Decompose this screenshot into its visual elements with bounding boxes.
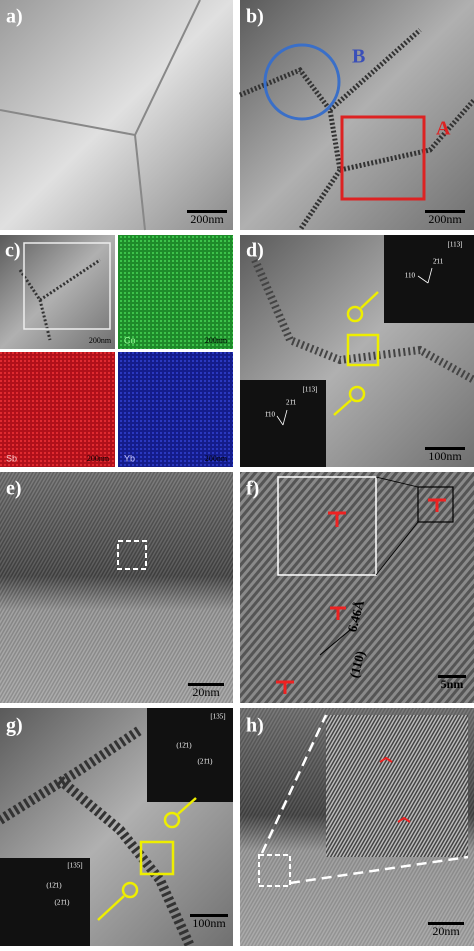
measure-line [319,629,351,656]
pointer [348,385,366,403]
panel-label: h) [246,715,264,737]
pointer [346,305,364,323]
scale-text: 200nm [87,454,110,463]
panel-label: g) [6,715,23,737]
square-marker [417,486,454,523]
zone-axis: [113] [303,386,318,394]
scale-text: 100nm [428,449,462,463]
inset [277,476,377,576]
square-marker [346,333,380,367]
fft-inset [0,858,90,946]
zone-axis: [135] [67,862,82,870]
image [240,0,474,230]
zoom-line [375,476,419,576]
zoom-line [260,714,469,885]
lattice [0,472,233,703]
panel-label: e) [6,478,22,500]
arrow [276,409,288,426]
dislocation-marker [379,756,411,823]
square-marker [258,854,291,887]
square-marker [117,540,147,570]
fft-inset [147,708,233,802]
pointer [121,881,139,899]
element: Yb [124,453,135,463]
dislocation [239,28,474,232]
scale-bar [188,683,224,686]
scale-text: 200nm [89,336,112,345]
square-marker [139,840,175,876]
element: Co [124,335,136,345]
zone-axis: [135] [210,713,225,721]
spot-label: (12̄1) [46,882,62,890]
panel-label: f) [246,478,259,500]
scale-text: 200nm [190,212,224,226]
panel-label: b) [246,6,264,28]
spot-label: (21̄1) [198,758,214,766]
map-co [118,235,233,349]
pointer [163,811,181,829]
scale-text: 20nm [192,685,220,699]
scale-text: 200nm [205,454,228,463]
pointer [97,895,125,921]
spot-label: 110 [405,272,416,280]
scale-text: 200nm [428,212,462,226]
dislocation [251,258,474,384]
scale-bar [438,675,466,678]
annotation: B [352,46,365,68]
spot-label: 21̄1 [286,399,297,407]
panel-label: a) [6,6,23,28]
scale-text: 5nm [441,677,464,691]
image [0,0,233,230]
dislocation-marker [276,498,446,694]
pointer [177,797,197,815]
map-sb [0,352,115,467]
spot-label: 1̄10 [265,411,276,419]
scale-bar [190,914,228,917]
scale-text: 20nm [432,924,460,938]
image [0,235,115,349]
pointer [333,399,352,416]
inset [326,715,468,857]
panel-label: d) [246,240,264,262]
scale-text: 100nm [192,916,226,930]
arrow [417,267,433,284]
scale-bar [187,210,227,213]
panel-label: c) [5,240,21,262]
scale-bar [425,447,465,450]
zone-axis: [113] [448,241,463,249]
scale-bar [425,210,465,213]
square-marker [340,115,426,201]
pointer [360,291,379,309]
map-yb [118,352,233,467]
spot-label: (21̄1) [55,899,71,907]
spot-label: (12̄1) [176,742,192,750]
circle-marker [263,43,341,121]
annotation: A [436,118,451,140]
annotation: (110) [346,649,368,679]
square-marker [23,242,111,330]
scale-bar [428,922,464,925]
grain-boundary [0,0,201,231]
spot-label: 2̄11 [433,258,444,266]
element: Sb [6,453,17,463]
scale-text: 200nm [205,336,228,345]
dislocation [18,258,101,341]
